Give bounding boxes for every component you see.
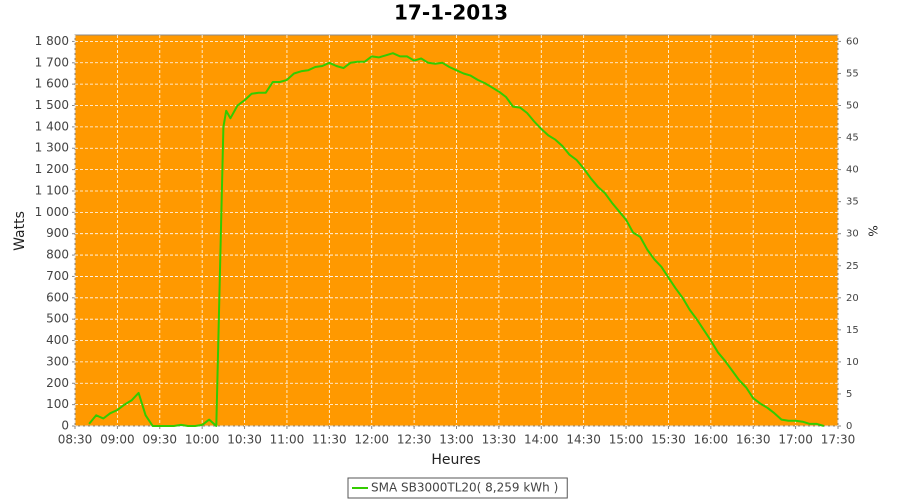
x-tick-label: 14:00 [524,433,559,447]
x-axis-label: Heures [431,452,480,468]
y2-tick-label: 30 [846,229,859,240]
legend-box [347,477,568,499]
x-tick-label: 15:30 [651,433,686,447]
x-tick-label: 13:30 [482,433,517,447]
y2-tick-label: 15 [846,325,859,336]
y2-tick-label: 25 [846,261,859,272]
y2-tick-label: 60 [846,36,859,47]
legend-label: SMA SB3000TL20( 8,259 kWh ) [371,481,558,495]
y2-tick-label: 40 [846,165,859,176]
y-tick-label: 1 600 [35,77,69,91]
y-tick-label: 400 [46,333,69,347]
y-axis-label: Watts [12,211,28,251]
chart-title: 17-1-2013 [394,1,508,25]
y2-tick-label: 20 [846,293,859,304]
y-tick-label: 900 [46,226,69,240]
x-tick-label: 15:00 [609,433,644,447]
y-tick-label: 1 200 [35,162,69,176]
y-tick-label: 1 700 [35,55,69,69]
x-tick-label: 09:00 [100,433,135,447]
x-tick-label: 11:30 [312,433,347,447]
x-tick-label: 16:30 [736,433,771,447]
y2-tick-label: 50 [846,101,859,112]
y-tick-label: 1 400 [35,119,69,133]
y-tick-label: 1 300 [35,141,69,155]
y-tick-label: 700 [46,269,69,283]
x-tick-label: 09:30 [142,433,177,447]
x-tick-label: 11:00 [270,433,305,447]
x-tick-label: 17:30 [821,433,856,447]
y-tick-label: 500 [46,312,69,326]
y-tick-label: 200 [46,376,69,390]
x-tick-label: 12:00 [354,433,389,447]
y-tick-label: 100 [46,397,69,411]
y-tick-label: 300 [46,354,69,368]
y-tick-label: 1 000 [35,205,69,219]
x-tick-label: 13:00 [439,433,474,447]
x-tick-label: 17:00 [778,433,813,447]
x-tick-label: 10:00 [185,433,220,447]
y2-tick-label: 10 [846,357,859,368]
y-tick-label: 1 800 [35,34,69,48]
y-tick-label: 1 100 [35,183,69,197]
x-tick-label: 08:30 [58,433,93,447]
y2-tick-label: 45 [846,133,859,144]
y2-tick-label: 0 [846,421,852,432]
x-tick-label: 12:30 [397,433,432,447]
y-tick-label: 1 500 [35,98,69,112]
x-tick-label: 16:00 [694,433,729,447]
y-tick-label: 800 [46,248,69,262]
legend: SMA SB3000TL20( 8,259 kWh ) [347,477,568,499]
y2-axis-label: % [866,225,880,236]
x-tick-label: 10:30 [227,433,262,447]
y2-tick-label: 35 [846,197,859,208]
y-tick-label: 0 [61,419,69,433]
x-tick-label: 14:30 [566,433,601,447]
data-line [88,52,825,427]
y2-tick-label: 5 [846,389,852,400]
y-tick-label: 600 [46,290,69,304]
y2-tick-label: 55 [846,68,859,79]
